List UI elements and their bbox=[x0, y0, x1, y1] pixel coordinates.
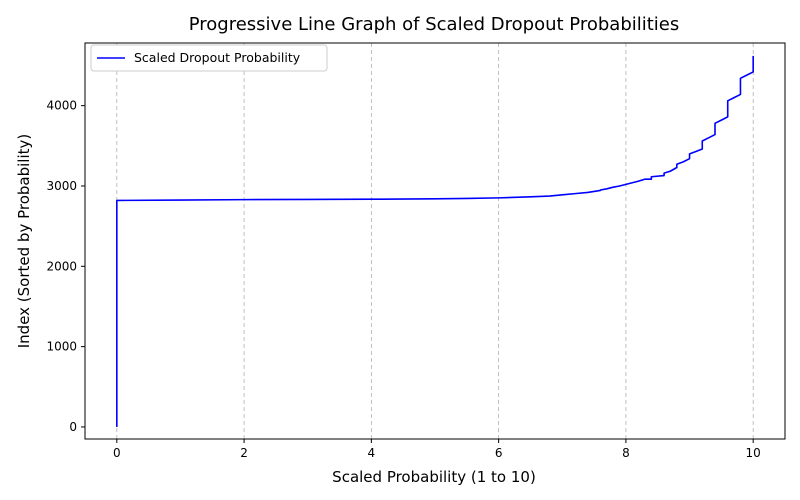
legend-label: Scaled Dropout Probability bbox=[134, 50, 301, 65]
series-line bbox=[116, 55, 754, 427]
y-tick-label: 4000 bbox=[46, 99, 77, 113]
y-axis-label: Index (Sorted by Probability) bbox=[15, 134, 33, 349]
legend-box bbox=[90, 44, 328, 72]
x-tick-label: 10 bbox=[746, 446, 761, 460]
x-axis-ticks: 0 2 4 6 8 10 bbox=[113, 439, 761, 460]
y-tick-label: 1000 bbox=[46, 340, 77, 354]
x-tick-label: 8 bbox=[622, 446, 630, 460]
x-tick-label: 0 bbox=[113, 446, 121, 460]
x-tick-label: 2 bbox=[240, 446, 248, 460]
chart-title: Progressive Line Graph of Scaled Dropout… bbox=[189, 14, 680, 35]
x-tick-label: 6 bbox=[495, 446, 503, 460]
y-tick-label: 0 bbox=[69, 420, 77, 434]
series-group bbox=[116, 55, 754, 427]
plot-frame bbox=[84, 42, 786, 440]
x-tick-label: 4 bbox=[368, 446, 376, 460]
y-tick-label: 2000 bbox=[46, 259, 77, 273]
x-axis-label: Scaled Probability (1 to 10) bbox=[332, 468, 536, 486]
legend: Scaled Dropout Probability bbox=[90, 44, 328, 72]
y-axis-ticks: 0 1000 2000 3000 4000 bbox=[46, 99, 85, 434]
grid-lines bbox=[116, 43, 754, 439]
y-tick-label: 3000 bbox=[46, 179, 77, 193]
